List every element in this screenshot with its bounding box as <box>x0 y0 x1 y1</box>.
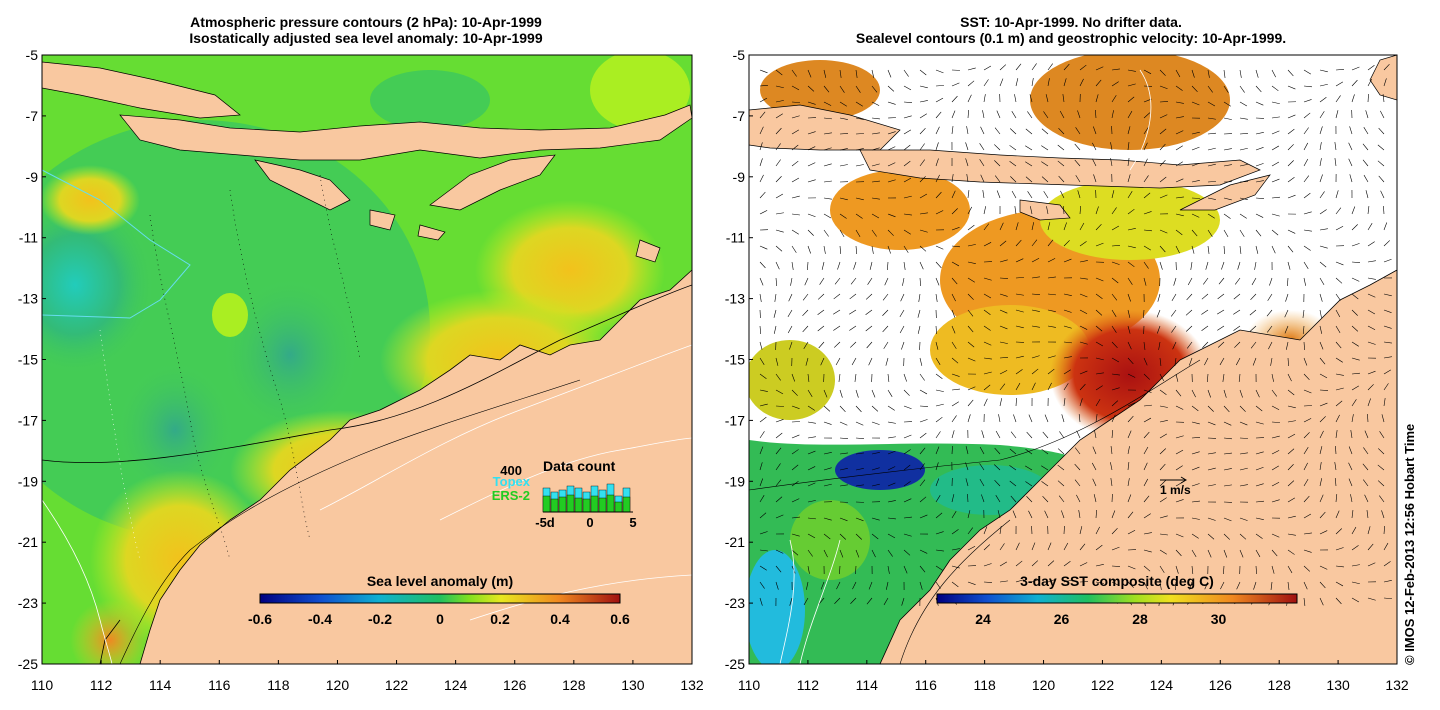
left-lat-tick: -5 <box>26 47 39 63</box>
sla-colorbar-title: Sea level anomaly (m) <box>367 573 513 589</box>
left-lat-tick: -23 <box>18 595 38 611</box>
right-lon-tick: 132 <box>1385 677 1409 693</box>
left-lat-tick: -17 <box>18 412 38 428</box>
left-lon-tick: 128 <box>562 677 586 693</box>
left-lat-tick: -21 <box>18 534 38 550</box>
ers2-label: ERS-2 <box>492 488 530 503</box>
left-lon-tick: 124 <box>444 677 468 693</box>
data-count-chart: Data count 400 Topex ERS-2 -5d 0 5 <box>492 458 637 530</box>
left-lon-tick: 118 <box>267 677 290 693</box>
right-lat-tick: -5 <box>733 47 746 63</box>
sst-colorbar-title: 3-day SST composite (deg C) <box>1020 573 1214 589</box>
velocity-scale-label: 1 m/s <box>1160 483 1191 497</box>
right-lon-tick: 118 <box>973 677 996 693</box>
left-lon-tick: 116 <box>208 677 231 693</box>
ers2-count-bar <box>566 494 575 513</box>
left-lat-tick: -9 <box>26 169 39 185</box>
sla-field <box>42 55 692 664</box>
left-lat-tick: -25 <box>18 656 38 672</box>
ers2-count-bar <box>574 497 583 513</box>
left-lon-tick: 120 <box>326 677 350 693</box>
ers2-count-bar <box>590 495 599 513</box>
data-count-tick-end: 5 <box>629 515 636 530</box>
right-lat-tick: -21 <box>725 534 745 550</box>
right-lon-tick: 128 <box>1268 677 1292 693</box>
data-count-max: 400 <box>500 463 522 478</box>
left-lat-tick: -13 <box>18 291 38 307</box>
right-lat-tick: -25 <box>725 656 745 672</box>
colorbar-tick-label: 0.2 <box>490 611 510 627</box>
colorbar-tick-label: 0.4 <box>550 611 570 627</box>
left-lon-tick: 132 <box>680 677 704 693</box>
sst-field <box>749 55 1397 664</box>
right-lon-tick: 130 <box>1326 677 1350 693</box>
colorbar-tick-label: 30 <box>1211 611 1227 627</box>
right-lat-tick: -19 <box>725 473 745 489</box>
left-title-line2: Isostatically adjusted sea level anomaly… <box>189 30 543 46</box>
left-lon-tick: 110 <box>31 677 54 693</box>
sst-colorbar <box>936 593 1298 604</box>
colorbar-tick-label: -0.2 <box>368 611 392 627</box>
right-panel-title: SST: 10-Apr-1999. No drifter data. Seale… <box>745 14 1397 46</box>
right-title-line2: Sealevel contours (0.1 m) and geostrophi… <box>855 30 1287 46</box>
ers2-count-bar <box>558 496 567 513</box>
left-panel-title: Atmospheric pressure contours (2 hPa): 1… <box>40 14 692 46</box>
ers2-count-bar <box>598 497 607 513</box>
colorbar-tick-label: 0.6 <box>610 611 630 627</box>
colorbar-tick-label: -0.4 <box>308 611 332 627</box>
left-lon-tick: 112 <box>90 677 113 693</box>
data-count-tick-mid: 0 <box>586 515 593 530</box>
right-lat-tick: -23 <box>725 595 745 611</box>
imos-credit: © IMOS 12-Feb-2013 12:56 Hobart Time <box>1402 423 1417 665</box>
left-lon-tick: 126 <box>503 677 527 693</box>
right-lat-tick: -7 <box>733 108 746 124</box>
right-lon-tick: 112 <box>797 677 820 693</box>
right-lat-tick: -15 <box>725 352 745 368</box>
left-lon-tick: 130 <box>621 677 645 693</box>
left-lon-tick: 114 <box>149 677 172 693</box>
left-lon-tick: 122 <box>385 677 409 693</box>
right-title-line1: SST: 10-Apr-1999. No drifter data. <box>960 14 1182 30</box>
ers2-count-bar <box>550 498 559 513</box>
left-lat-tick: -7 <box>26 108 39 124</box>
velocity-vectors <box>759 63 1393 607</box>
data-count-title: Data count <box>543 458 616 474</box>
left-title-line1: Atmospheric pressure contours (2 hPa): 1… <box>190 14 542 30</box>
data-count-tick-start: -5d <box>535 515 555 530</box>
colorbar-tick-label: 0 <box>436 611 444 627</box>
left-lat-tick: -19 <box>18 473 38 489</box>
colorbar-tick-label: 24 <box>975 611 991 627</box>
ers2-count-bar <box>622 496 631 513</box>
right-lon-tick: 116 <box>915 677 938 693</box>
velocity-scale-arrow <box>1160 476 1187 484</box>
right-lon-tick: 114 <box>856 677 879 693</box>
right-lon-tick: 110 <box>738 677 761 693</box>
sst-colorbar-ticks: 24 26 28 30 <box>975 611 1226 627</box>
left-lat-tick: -11 <box>19 230 38 246</box>
ers2-count-bar <box>606 494 615 513</box>
right-lon-tick: 120 <box>1032 677 1056 693</box>
right-lat-tick: -17 <box>725 412 745 428</box>
right-lat-tick: -11 <box>726 230 745 246</box>
colorbar-tick-label: 26 <box>1054 611 1070 627</box>
sla-colorbar <box>259 593 621 604</box>
right-lat-tick: -13 <box>725 291 745 307</box>
sla-colorbar-ticks: -0.6 -0.4 -0.2 0 0.2 0.4 0.6 <box>248 611 630 627</box>
right-lon-tick: 122 <box>1091 677 1115 693</box>
ers2-count-bar <box>582 498 591 513</box>
colorbar-tick-label: 28 <box>1132 611 1148 627</box>
axes: -5 -7 -9 -11 -13 -15 -17 -19 -21 -23 -25 110 112 114 1… <box>18 47 1409 693</box>
right-lat-tick: -9 <box>733 169 746 185</box>
topex-label: Topex <box>493 474 531 489</box>
left-lat-tick: -15 <box>18 352 38 368</box>
right-lon-tick: 126 <box>1209 677 1233 693</box>
ers2-count-bar <box>614 501 623 513</box>
right-lon-tick: 124 <box>1150 677 1174 693</box>
ers2-count-bar <box>542 495 551 513</box>
colorbar-tick-label: -0.6 <box>248 611 272 627</box>
